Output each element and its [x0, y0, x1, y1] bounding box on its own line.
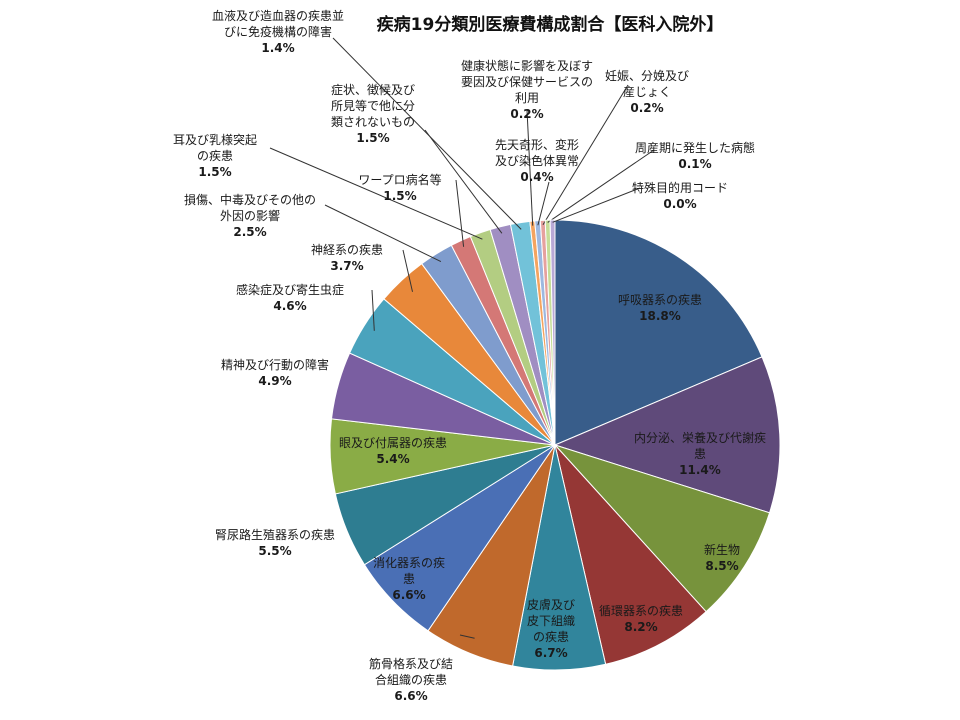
slice-label: 循環器系の疾患 8.2% [586, 603, 696, 635]
slice-label-name: 感染症及び寄生虫症 [235, 283, 344, 297]
slice-label-value: 0.2% [630, 101, 664, 115]
slice-label-name: 循環器系の疾患 [598, 604, 683, 618]
slice-label-value: 11.4% [679, 463, 721, 477]
slice-label-name: 筋骨格系及び結 合組織の疾患 [368, 657, 453, 687]
slice-label: 血液及び造血器の疾患並 びに免疫機構の障害 1.4% [198, 8, 358, 56]
slice-label: 先天奇形、変形 及び染色体異常 0.4% [482, 137, 592, 185]
slice-label-value: 8.2% [624, 620, 658, 634]
leader-line [269, 147, 483, 240]
leader-line [542, 84, 629, 226]
slice-label-name: 損傷、中毒及びその他の 外因の影響 [183, 193, 316, 223]
slice-label-value: 6.6% [394, 689, 428, 703]
slice-label-value: 5.4% [376, 452, 410, 466]
slice-label-name: 先天奇形、変形 及び染色体異常 [494, 138, 579, 168]
slice-label: 妊娠、分娩及び 産じょく 0.2% [592, 68, 702, 116]
slice-label-value: 0.4% [520, 170, 554, 184]
slice-label: 精神及び行動の障害 4.9% [210, 357, 340, 389]
slice-label-value: 3.7% [330, 259, 364, 273]
slice-label: 損傷、中毒及びその他の 外因の影響 2.5% [165, 192, 335, 240]
slice-label: 健康状態に影響を及ぼす 要因及び保健サービスの 利用 0.2% [437, 58, 617, 122]
slice-label-value: 2.5% [233, 225, 267, 239]
slice-label-value: 1.5% [383, 189, 417, 203]
leader-line [371, 289, 375, 331]
slice-label-name: 神経系の疾患 [310, 243, 383, 257]
leader-line [455, 179, 465, 247]
slice-label: 眼及び付属器の疾患 5.4% [328, 435, 458, 467]
leader-line [537, 181, 550, 226]
slice-label-value: 18.8% [639, 309, 681, 323]
slice-label: 呼吸器系の疾患 18.8% [600, 292, 720, 324]
slice-label: 新生物 8.5% [692, 542, 752, 574]
pie-slice [553, 356, 781, 514]
slice-label-name: 症状、徴候及び 所見等で他に分 類されないもの [330, 83, 415, 129]
leader-line [459, 634, 475, 639]
slice-label-name: 腎尿路生殖器系の疾患 [214, 528, 335, 542]
leader-line [526, 109, 534, 226]
slice-label-value: 6.6% [392, 588, 426, 602]
slice-label: ワープロ病名等 1.5% [345, 172, 455, 204]
slice-label-value: 4.9% [258, 374, 292, 388]
slice-label: 筋骨格系及び結 合組織の疾患 6.6% [356, 656, 466, 704]
slice-label: 神経系の疾患 3.7% [297, 242, 397, 274]
slice-label: 耳及び乳様突起 の疾患 1.5% [160, 132, 270, 180]
slice-label-name: 呼吸器系の疾患 [617, 293, 702, 307]
slice-label-name: ワープロ病名等 [358, 173, 442, 187]
slice-label-name: 血液及び造血器の疾患並 びに免疫機構の障害 [211, 9, 344, 39]
slice-label-value: 1.5% [198, 165, 232, 179]
slice-label: 症状、徴候及び 所見等で他に分 類されないもの 1.5% [318, 82, 428, 146]
leader-line [324, 204, 442, 263]
leader-line [547, 149, 655, 223]
leader-line [552, 187, 641, 223]
slice-label-value: 5.5% [258, 544, 292, 558]
slice-label: 腎尿路生殖器系の疾患 5.5% [195, 527, 355, 559]
leader-line [424, 129, 503, 234]
slice-label-name: 耳及び乳様突起 の疾患 [172, 133, 257, 163]
slice-label-value: 8.5% [705, 559, 739, 573]
slice-label-value: 6.7% [534, 646, 568, 660]
slice-label-name: 周産期に発生した病態 [635, 141, 756, 155]
slice-label-name: 新生物 [703, 543, 740, 557]
slice-label-value: 0.1% [678, 157, 712, 171]
slice-label-name: 精神及び行動の障害 [220, 358, 329, 372]
slice-label-value: 0.2% [510, 107, 544, 121]
slice-label: 特殊目的用コード 0.0% [630, 180, 730, 212]
chart-title: 疾病19分類別医療費構成割合【医科入院外】 [376, 15, 724, 35]
slice-label-value: 4.6% [273, 299, 307, 313]
slice-label: 感染症及び寄生虫症 4.6% [230, 282, 350, 314]
slice-label-name: 皮膚及び 皮下組織 の疾患 [526, 598, 575, 644]
slice-label-value: 1.5% [356, 131, 390, 145]
slice-label-value: 1.4% [261, 41, 295, 55]
slice-label-name: 妊娠、分娩及び 産じょく [604, 69, 689, 99]
slice-label-value: 0.0% [663, 197, 697, 211]
pie-slice [554, 219, 763, 446]
slice-label: 内分泌、栄養及び代謝疾患 11.4% [625, 430, 775, 478]
pie-slice [553, 443, 771, 613]
pie-slice [549, 219, 556, 446]
slice-label-name: 特殊目的用コード [631, 181, 728, 195]
leader-line [332, 37, 522, 230]
slice-label: 皮膚及び 皮下組織 の疾患 6.7% [516, 597, 586, 661]
slice-label-name: 健康状態に影響を及ぼす 要因及び保健サービスの 利用 [460, 59, 593, 105]
leader-line [402, 249, 413, 292]
slice-label-name: 内分泌、栄養及び代謝疾患 [633, 431, 766, 461]
slice-label: 周産期に発生した病態 0.1% [635, 140, 755, 172]
slice-label-name: 消化器系の疾患 [372, 556, 445, 586]
pie-slice [554, 443, 707, 665]
slice-label: 消化器系の疾患 6.6% [364, 555, 454, 603]
slice-label-name: 眼及び付属器の疾患 [338, 436, 447, 450]
